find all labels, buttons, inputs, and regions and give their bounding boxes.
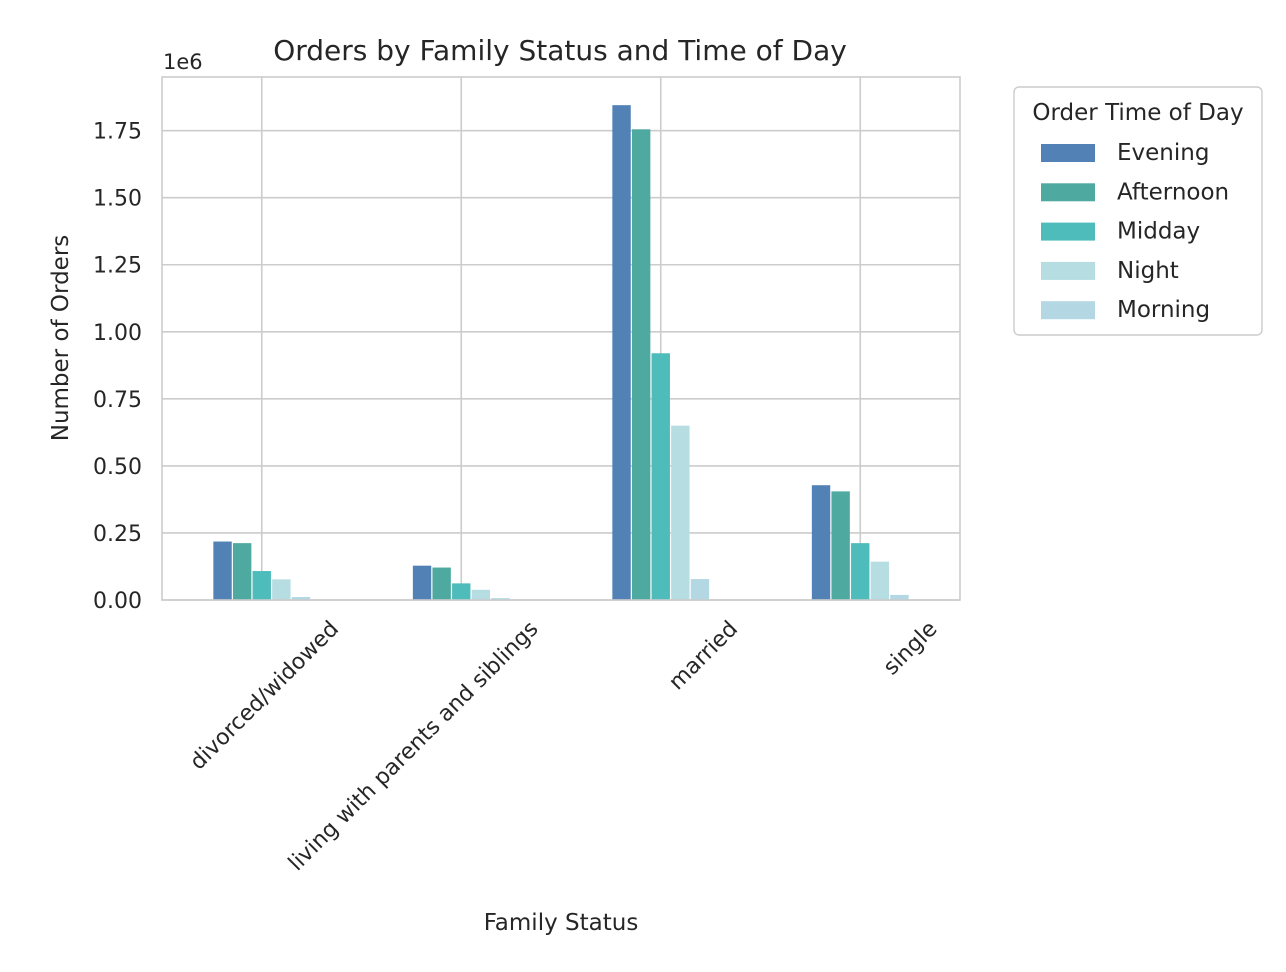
bar-morning-4 [890,594,909,600]
bar-morning-1 [291,597,311,600]
bar-evening-4 [811,485,831,600]
bar-night-3 [671,425,690,600]
legend-label-midday: Midday [1117,219,1200,245]
bar-evening-3 [612,105,631,601]
legend-items: Evening Afternoon Midday Night Morning [1041,140,1229,323]
bar-night-4 [870,561,890,600]
bar-midday-3 [651,353,670,600]
y-tick-label: 0.75 [93,388,142,413]
bar-midday-1 [252,571,271,600]
bar-afternoon-3 [631,129,651,601]
bar-evening-2 [412,565,432,600]
plot-border [161,76,961,601]
legend-label-morning: Morning [1117,297,1210,323]
legend-swatch-night [1041,261,1095,280]
bar-midday-2 [452,583,471,600]
bar-morning-3 [690,579,710,600]
y-tick-label: 0.25 [93,522,142,547]
legend-title: Order Time of Day [1032,100,1243,126]
y-axis-ticks: 0.00 0.25 0.50 0.75 1.00 1.25 1.50 1.75 [93,120,142,614]
legend-label-night: Night [1117,258,1179,284]
grid-lines [162,77,960,601]
y-tick-label: 1.25 [93,254,142,279]
legend-label-afternoon: Afternoon [1117,179,1229,205]
legend-swatch-morning [1041,301,1095,320]
chart-title: Orders by Family Status and Time of Day [273,34,847,67]
bar-evening-1 [213,541,232,600]
legend-label-evening: Evening [1117,140,1209,166]
bar-afternoon-1 [232,543,252,600]
legend-swatch-midday [1041,222,1095,241]
y-tick-label: 1.50 [93,187,142,212]
y-axis-label: Number of Orders [48,235,74,442]
y-tick-label: 1.00 [93,321,142,346]
bar-morning-2 [491,598,510,600]
legend-swatch-afternoon [1041,183,1095,202]
legend-swatch-evening [1041,144,1095,162]
bar-night-2 [471,589,491,600]
x-axis-label: Family Status [484,910,639,936]
bar-midday-4 [851,543,870,600]
y-tick-label: 0.50 [93,455,142,480]
bar-group [213,105,909,601]
y-axis-offset-label: 1e6 [163,50,203,74]
legend: Order Time of Day Evening Afternoon Midday… [1013,86,1263,336]
bar-afternoon-2 [432,567,451,600]
bar-afternoon-4 [831,491,850,600]
y-tick-label: 1.75 [93,120,142,145]
bar-night-1 [272,579,291,600]
y-tick-label: 0.00 [93,589,142,614]
